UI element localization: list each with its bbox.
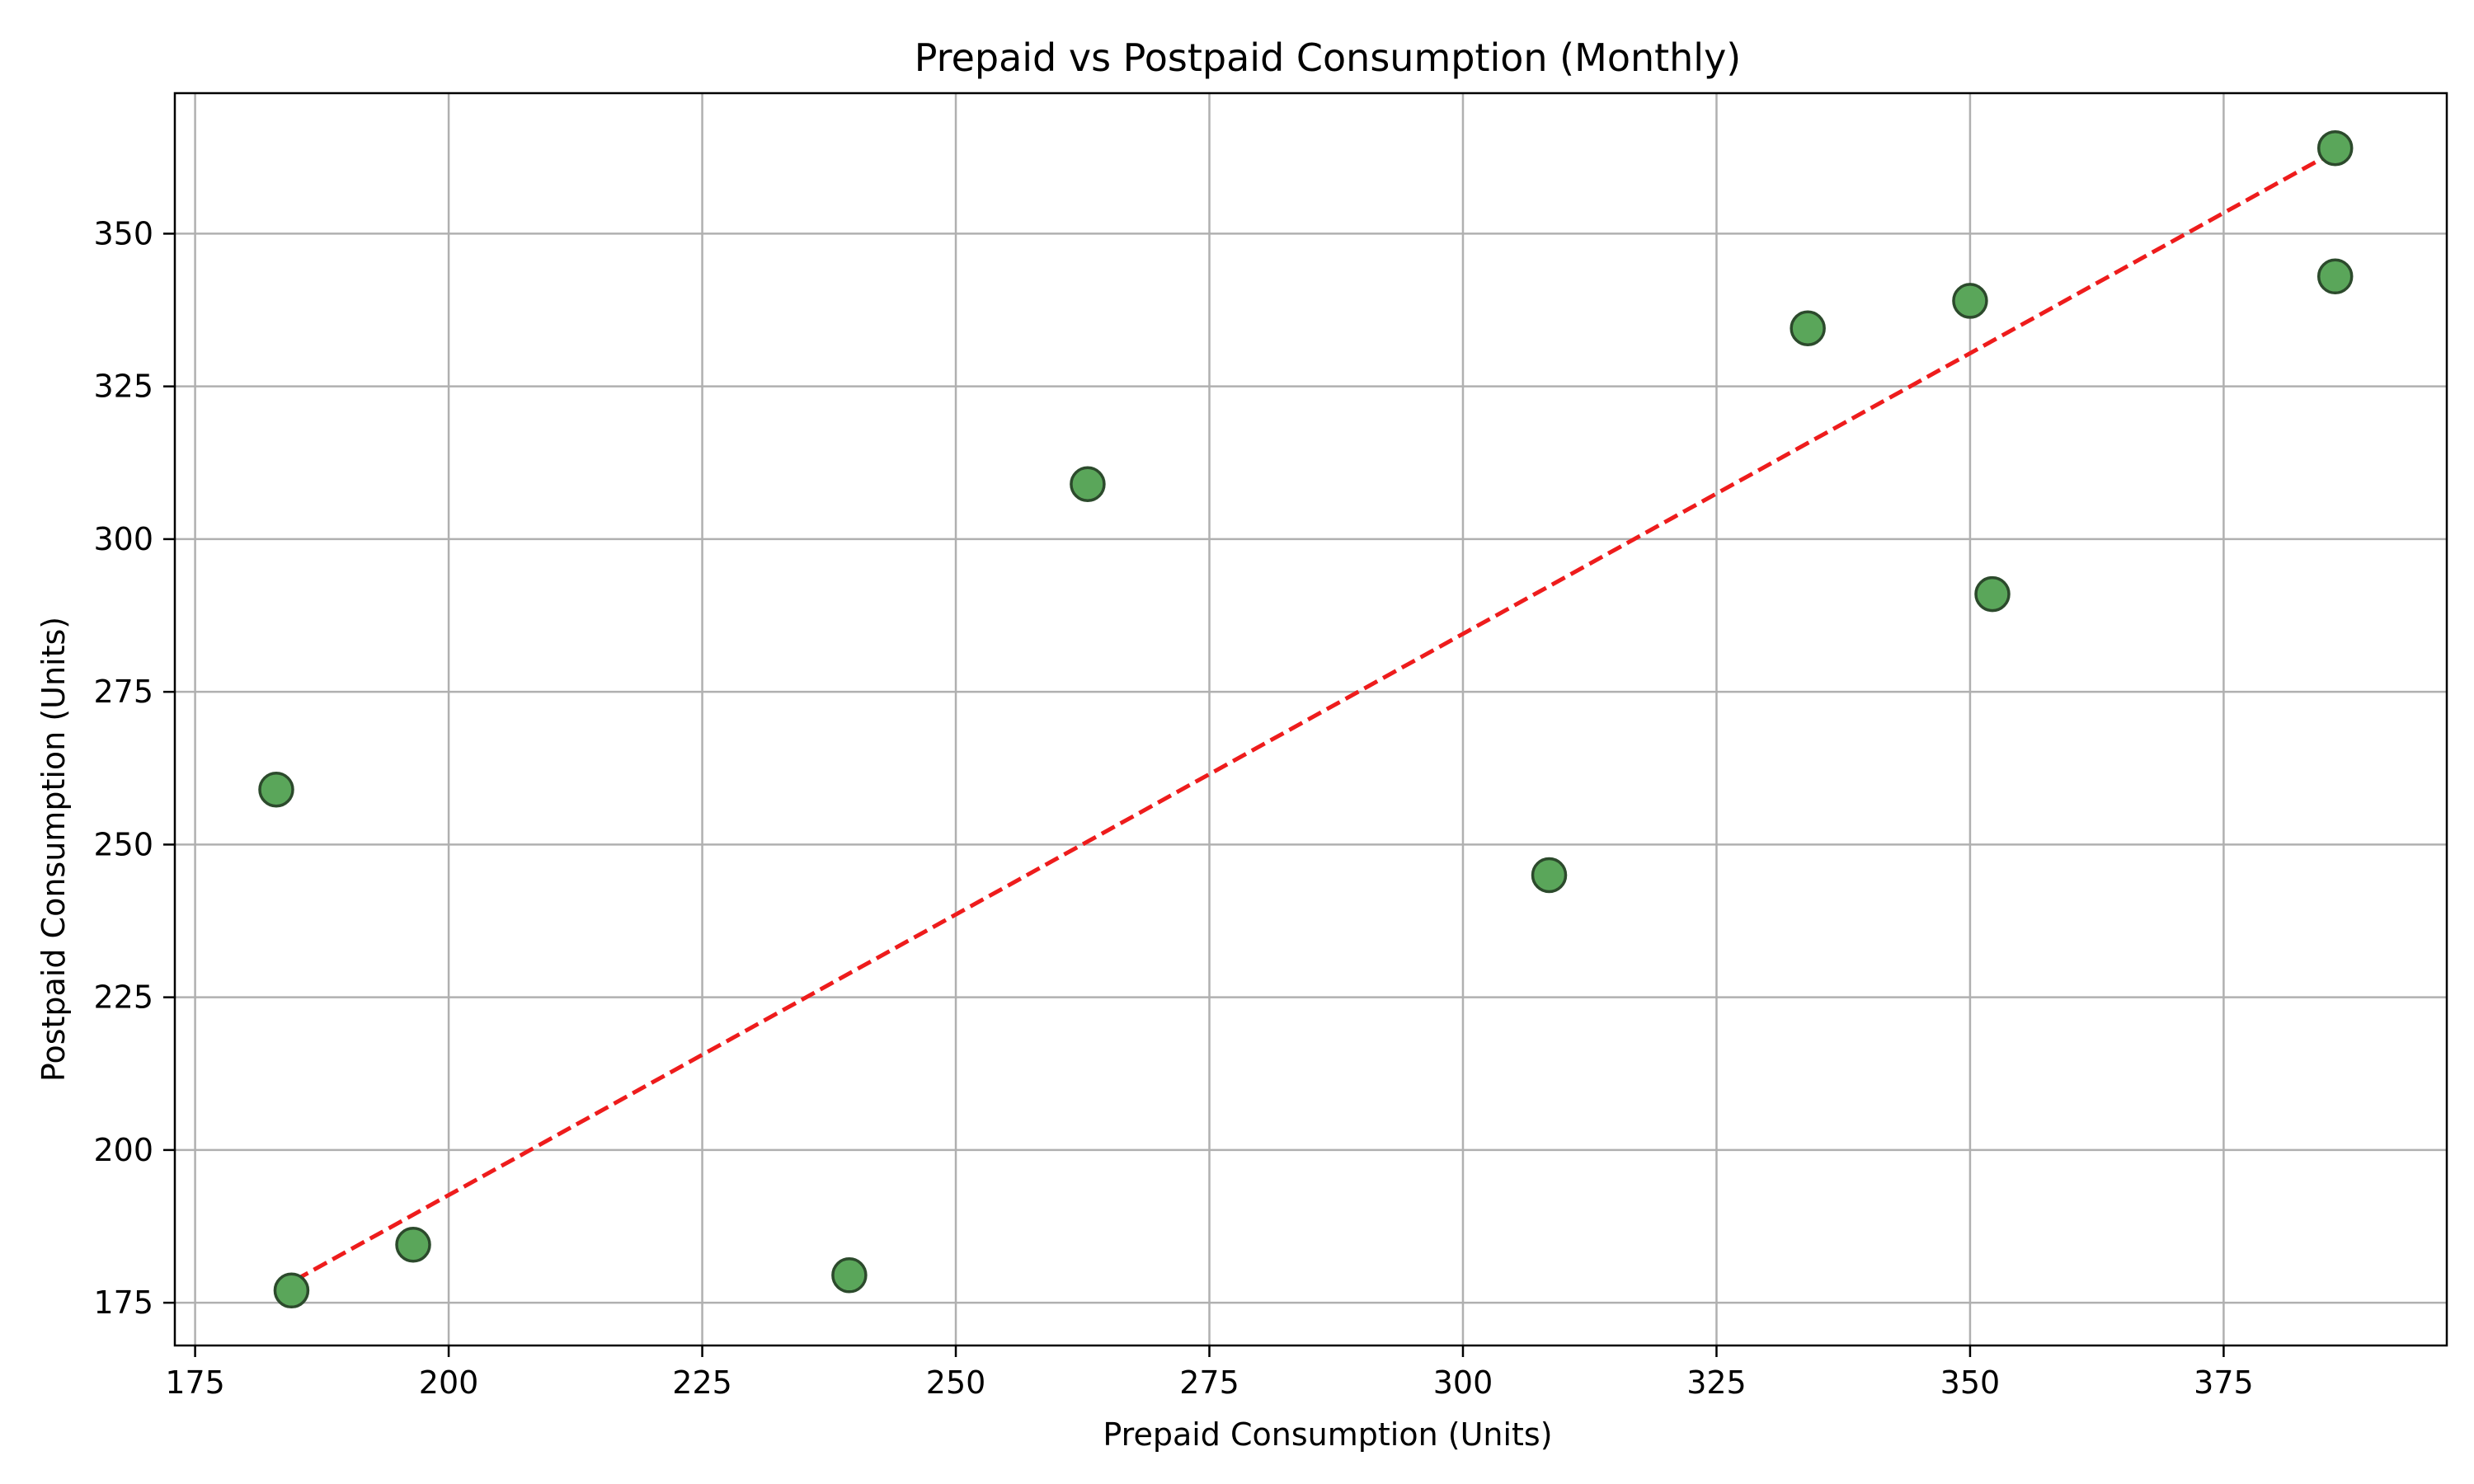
plot-frame (173, 92, 2448, 1347)
x-tick-label: 300 (1433, 1364, 1493, 1401)
data-point (1531, 857, 1568, 894)
x-tick-label: 250 (926, 1364, 986, 1401)
grid-layer (175, 93, 2447, 1345)
y-tick-label: 350 (93, 215, 153, 251)
trend-layer (275, 149, 2336, 1293)
data-point (395, 1226, 431, 1263)
x-tick-label: 175 (165, 1364, 225, 1401)
y-tick-label: 200 (93, 1132, 153, 1168)
points-layer (258, 129, 2354, 1309)
x-tick-label: 275 (1179, 1364, 1239, 1401)
data-point (2316, 258, 2354, 295)
y-axis-label: Postpaid Consumption (Units) (35, 617, 72, 1082)
x-tick-label: 375 (2194, 1364, 2254, 1401)
y-tick-label: 225 (93, 979, 153, 1016)
ticks-layer: 175 200 225 250 275 300 325 350 375 175 200 225 250 2… (93, 215, 2253, 1401)
data-point (273, 1272, 310, 1309)
data-point (1070, 466, 1106, 502)
trend-line (275, 149, 2336, 1293)
x-axis-label: Prepaid Consumption (Units) (1103, 1416, 1552, 1453)
x-tick-label: 325 (1686, 1364, 1747, 1401)
chart-title: Prepaid vs Postpaid Consumption (Monthly… (915, 35, 1742, 80)
y-tick-label: 175 (93, 1284, 153, 1321)
y-tick-label: 325 (93, 369, 153, 405)
data-point (258, 771, 294, 808)
x-tick-label: 200 (419, 1364, 479, 1401)
data-point (2316, 129, 2354, 167)
x-tick-label: 225 (672, 1364, 732, 1401)
x-tick-label: 350 (1940, 1364, 2001, 1401)
y-tick-label: 250 (93, 826, 153, 862)
y-tick-label: 300 (93, 521, 153, 557)
data-point (1952, 283, 1988, 319)
data-point (1974, 575, 2011, 613)
data-point (1790, 310, 1826, 347)
data-point (831, 1257, 868, 1294)
y-tick-label: 275 (93, 674, 153, 710)
